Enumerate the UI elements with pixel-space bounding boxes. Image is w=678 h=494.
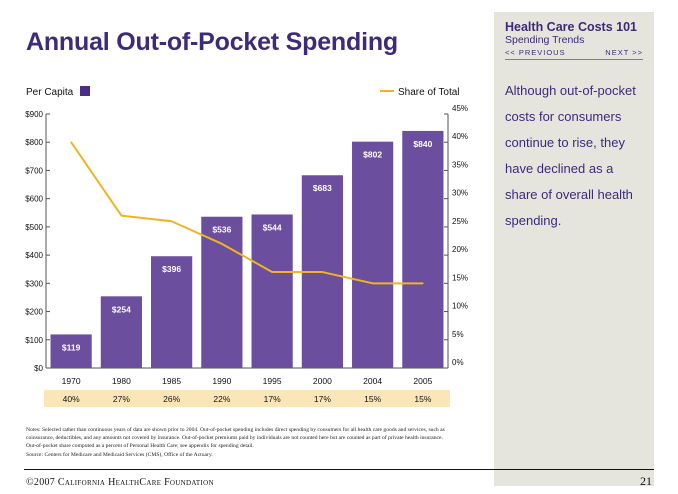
left-axis-tick-label: $600 xyxy=(25,195,43,204)
legend-per-capita-swatch xyxy=(80,86,90,96)
page-number: 21 xyxy=(640,474,652,488)
share-point-1995 xyxy=(271,271,273,273)
notes-text: Notes: Selected rather than continuous y… xyxy=(26,427,445,449)
sidebar-body-text: Although out-of-pocket costs for consume… xyxy=(505,83,636,228)
share-point-1985 xyxy=(170,220,173,223)
right-axis-tick-label: 0% xyxy=(452,358,464,367)
legend-per-capita-label: Per Capita xyxy=(26,87,74,98)
left-axis-tick-label: $0 xyxy=(34,364,43,373)
x-axis-tick-label: 1970 xyxy=(62,376,81,386)
chart: Per Capita Share of Total $0 $100 $200 $300… xyxy=(25,86,468,407)
next-link[interactable]: NEXT >> xyxy=(605,48,643,57)
source-text: Source: Centers for Medicare and Medicai… xyxy=(26,452,213,458)
share-row-value: 22% xyxy=(213,394,230,404)
x-axis-tick-label: 1990 xyxy=(212,376,231,386)
bar-1985 xyxy=(151,256,193,368)
share-row-value: 17% xyxy=(314,394,331,404)
share-point-2000 xyxy=(321,271,324,273)
left-axis-tick-label: $900 xyxy=(25,110,43,119)
previous-link[interactable]: << PREVIOUS xyxy=(505,48,566,57)
right-axis-tick-label: 30% xyxy=(452,189,468,198)
x-axis-tick-label: 2004 xyxy=(363,376,382,386)
share-row-value: 15% xyxy=(414,394,431,404)
x-axis-tick-label: 1985 xyxy=(162,376,181,386)
right-axis-tick-label: 20% xyxy=(452,245,468,254)
x-axis-tick-label: 2000 xyxy=(313,376,332,386)
left-axis-tick-label: $500 xyxy=(25,223,43,232)
bar-value-label: $254 xyxy=(112,304,131,314)
share-point-1990 xyxy=(221,243,223,245)
left-axis-tick-label: $300 xyxy=(25,279,43,288)
bar-value-label: $536 xyxy=(212,225,231,235)
share-point-1970 xyxy=(70,141,72,144)
share-row-value: 40% xyxy=(63,394,80,404)
bar-1995 xyxy=(251,214,293,368)
bar-value-label: $683 xyxy=(313,183,332,193)
copyright-text: ©2007 California HealthCare Foundation xyxy=(26,477,214,488)
sidebar-title: Health Care Costs 101 xyxy=(505,20,638,34)
share-point-2004 xyxy=(371,282,374,285)
bar-1970 xyxy=(50,334,92,368)
right-axis-tick-label: 40% xyxy=(452,132,468,141)
legend-share-label: Share of Total xyxy=(398,87,460,98)
bar-2005 xyxy=(402,130,444,368)
sidebar-subtitle: Spending Trends xyxy=(505,34,585,46)
share-point-1980 xyxy=(120,214,123,217)
bar-value-label: $802 xyxy=(363,150,382,160)
left-axis-tick-label: $400 xyxy=(25,251,43,260)
share-row-value: 15% xyxy=(364,394,381,404)
right-axis-tick-label: 25% xyxy=(452,217,468,226)
share-row-background xyxy=(44,390,450,407)
right-axis-tick-label: 35% xyxy=(452,160,468,169)
page-title: Annual Out-of-Pocket Spending xyxy=(26,28,398,56)
x-axis-tick-label: 1995 xyxy=(263,376,282,386)
x-axis-tick-label: 2005 xyxy=(413,376,432,386)
share-point-2005 xyxy=(422,282,424,285)
left-axis-tick-label: $800 xyxy=(25,138,43,147)
share-row-value: 26% xyxy=(163,394,180,404)
bar-1990 xyxy=(201,216,243,368)
left-axis-tick-label: $100 xyxy=(25,336,43,345)
bar-value-label: $840 xyxy=(413,139,432,149)
bar-value-label: $396 xyxy=(162,264,181,274)
bar-2004 xyxy=(352,141,394,368)
bar-1980 xyxy=(100,296,142,368)
right-axis-tick-label: 15% xyxy=(452,273,468,282)
bar-value-label: $544 xyxy=(263,222,282,232)
sidebar-header: Health Care Costs 101 Spending Trends <<… xyxy=(505,20,643,60)
sidebar-panel: Health Care Costs 101 Spending Trends <<… xyxy=(494,12,654,486)
share-of-total-line xyxy=(70,141,423,285)
right-axis-tick-label: 5% xyxy=(452,330,464,339)
share-row-value: 17% xyxy=(264,394,281,404)
left-axis-tick-label: $200 xyxy=(25,308,43,317)
right-axis-tick-label: 45% xyxy=(452,104,468,113)
x-axis-tick-label: 1980 xyxy=(112,376,131,386)
footer-divider xyxy=(24,469,654,470)
left-axis-tick-label: $700 xyxy=(25,166,43,175)
share-row-value: 27% xyxy=(113,394,130,404)
sidebar-nav: << PREVIOUS NEXT >> xyxy=(505,48,643,60)
right-axis-tick-label: 10% xyxy=(452,302,468,311)
bar-value-label: $119 xyxy=(62,342,81,352)
